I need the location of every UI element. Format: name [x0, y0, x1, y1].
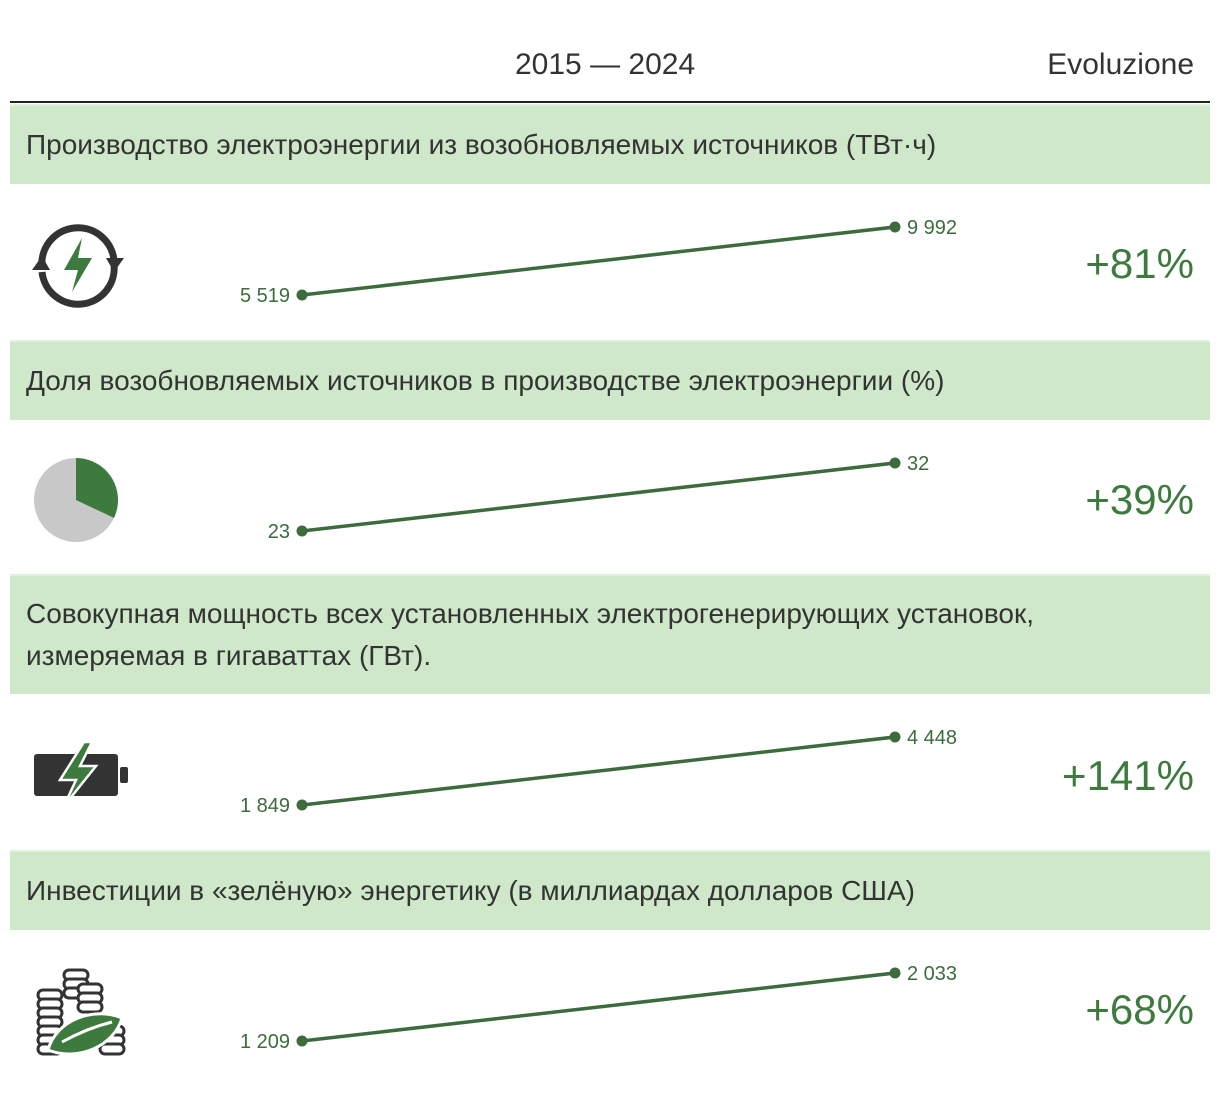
start-point — [296, 289, 308, 301]
metric-title: Производство электроэнергии из возобновл… — [26, 129, 937, 160]
end-value-label: 9 992 — [907, 217, 957, 239]
trend-line — [301, 461, 896, 533]
end-point — [889, 731, 901, 743]
end-value-label: 32 — [907, 453, 929, 475]
change-percent: +39% — [1085, 476, 1194, 523]
metric-row: 1 849 4 448 +141% — [10, 696, 1210, 848]
start-point — [296, 799, 308, 811]
evolution-header: Evoluzione — [1047, 48, 1194, 81]
metric-title-band: Инвестиции в «зелёную» энергетику (в мил… — [10, 850, 1210, 930]
change-percent: +81% — [1085, 240, 1194, 287]
renewable-cycle-icon — [28, 224, 128, 313]
start-point — [296, 1035, 308, 1047]
end-point — [889, 457, 901, 469]
metric-title: Инвестиции в «зелёную» энергетику (в мил… — [26, 875, 915, 906]
metric-title-band: Совокупная мощность всех установленных э… — [10, 574, 1210, 694]
metric-title-band: Производство электроэнергии из возобновл… — [10, 104, 1210, 184]
start-point — [296, 525, 308, 537]
trend-line — [301, 225, 896, 297]
end-value-label: 4 448 — [907, 727, 957, 749]
sparkline: 5 519 9 992 — [240, 217, 957, 307]
battery-bolt-icon — [32, 740, 136, 813]
metric-title-band: Доля возобновляемых источников в произво… — [10, 340, 1210, 420]
pie-share-icon — [32, 456, 120, 549]
end-point — [889, 967, 901, 979]
metric-row: 23 32 +39% — [10, 422, 1210, 572]
period-header: 2015 — 2024 — [515, 48, 696, 81]
trend-line — [301, 971, 896, 1043]
sparkline: 1 209 2 033 — [240, 963, 957, 1053]
coins-leaf-icon — [34, 964, 130, 1065]
metric-row: 5 519 9 992 +81% — [10, 186, 1210, 338]
change-percent: +68% — [1085, 986, 1194, 1033]
start-value-label: 1 849 — [240, 795, 290, 817]
start-value-label: 1 209 — [240, 1031, 290, 1053]
trend-line — [301, 735, 896, 807]
sparkline: 1 849 4 448 — [240, 727, 957, 817]
table-header: 2015 — 2024 Evoluzione — [10, 0, 1210, 103]
end-point — [889, 221, 901, 233]
metric-title: Доля возобновляемых источников в произво… — [26, 365, 945, 396]
sparkline: 23 32 — [268, 453, 930, 543]
start-value-label: 5 519 — [240, 285, 290, 307]
metric-title: Совокупная мощность всех установленных э… — [26, 598, 1034, 671]
end-value-label: 2 033 — [907, 963, 957, 985]
change-percent: +141% — [1062, 752, 1194, 799]
metric-row: 1 209 2 033 +68% — [10, 932, 1210, 1082]
start-value-label: 23 — [268, 521, 290, 543]
